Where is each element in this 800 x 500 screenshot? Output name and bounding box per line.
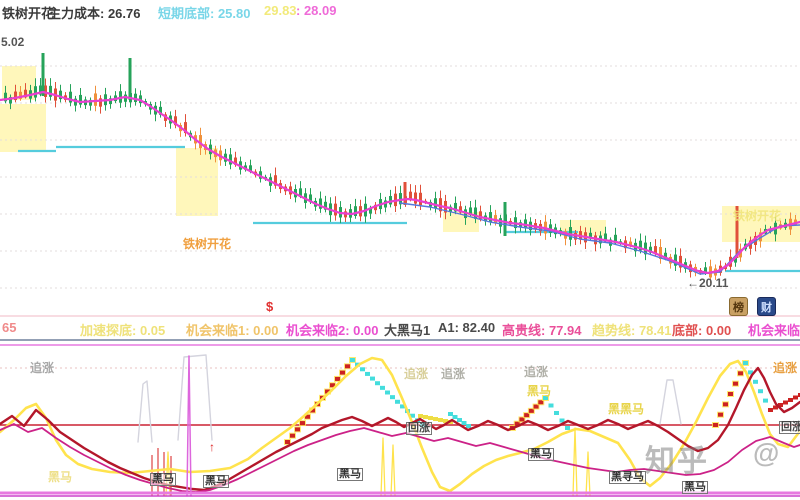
header-field-3: 29.83: [264, 3, 297, 18]
indicator-field-9: 机会来临: [748, 323, 800, 338]
signal-label-16: ↑: [209, 440, 215, 454]
header-field-0: 铁树开花: [2, 6, 55, 21]
indicator-field-1: 加速探底: 0.05: [80, 323, 166, 338]
signal-label-10: 黑马: [337, 468, 363, 481]
badge-icon-1[interactable]: 财: [757, 297, 776, 316]
header-field-2: 短期底部: 25.80: [158, 6, 251, 21]
badge-icon-0[interactable]: 榜: [729, 297, 748, 316]
indicator-field-3: 机会来临2: 0.00: [286, 323, 379, 338]
chart-annotation-3: ←20.11: [687, 276, 729, 290]
indicator-field-2: 机会来临1: 0.00: [186, 323, 279, 338]
signal-label-4: 追涨: [773, 361, 798, 375]
signal-label-1: 追涨: [404, 367, 429, 381]
signal-label-8: 黑马: [150, 473, 176, 486]
indicator-field-8: 底部: 0.00: [672, 323, 732, 338]
signal-label-12: 黑黑马: [608, 402, 645, 416]
signal-label-11: 黑马: [527, 384, 552, 398]
chart-annotation-1: 铁树开花: [183, 237, 232, 251]
chart-annotation-2: 铁树开花: [733, 209, 782, 223]
signal-label-2: 追涨: [441, 367, 466, 381]
chart-annotation-4: $: [266, 299, 274, 314]
signal-label-9: 黑马: [203, 475, 229, 488]
signal-label-14: 黑寻马: [609, 471, 646, 484]
indicator-field-5: A1: 82.40: [438, 320, 496, 335]
watermark-at-icon: @: [753, 438, 782, 468]
chart-annotation-0: 5.02: [1, 35, 25, 49]
signal-label-13: 黑马: [528, 448, 554, 461]
signal-label-5: 回涨: [406, 422, 432, 435]
signal-label-0: 追涨: [30, 361, 55, 375]
signal-label-6: 回涨: [779, 421, 800, 434]
indicator-field-4: 大黑马1: [384, 323, 431, 338]
signal-label-15: 黑马: [682, 481, 708, 494]
indicator-field-6: 高贵线: 77.94: [502, 323, 582, 338]
signal-label-7: 黑马: [48, 470, 73, 484]
watermark-zhihu: 知乎: [645, 445, 709, 478]
indicator-field-0: 65: [2, 320, 17, 335]
header-field-4: : 28.09: [296, 3, 337, 18]
signal-label-3: 追涨: [524, 365, 549, 379]
indicator-field-7: 趋势线: 78.41: [592, 323, 672, 338]
header-field-1: 主力成本: 26.76: [48, 6, 141, 21]
